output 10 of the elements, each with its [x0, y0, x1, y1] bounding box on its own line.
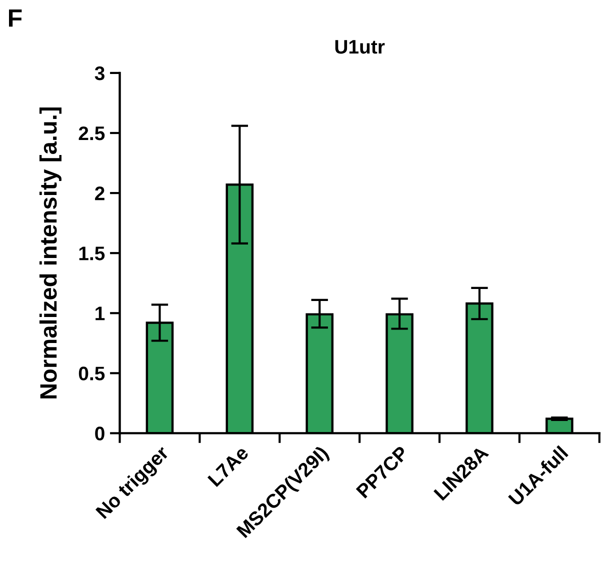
y-tick-label: 3	[94, 66, 104, 80]
text: F	[9, 9, 22, 27]
y-tick-label: 2.5	[78, 126, 105, 140]
y-tick-label: 1.5	[79, 246, 105, 260]
y-axis-title: Normalized intensity [a.u.]	[39, 107, 62, 398]
y-tick-label: 0.5	[78, 366, 105, 380]
y-tick-label: 2	[95, 186, 104, 200]
y-tick-label: 0	[95, 426, 104, 440]
y-tick-label: 1	[96, 306, 105, 320]
chart-title: U1utr	[335, 40, 385, 54]
